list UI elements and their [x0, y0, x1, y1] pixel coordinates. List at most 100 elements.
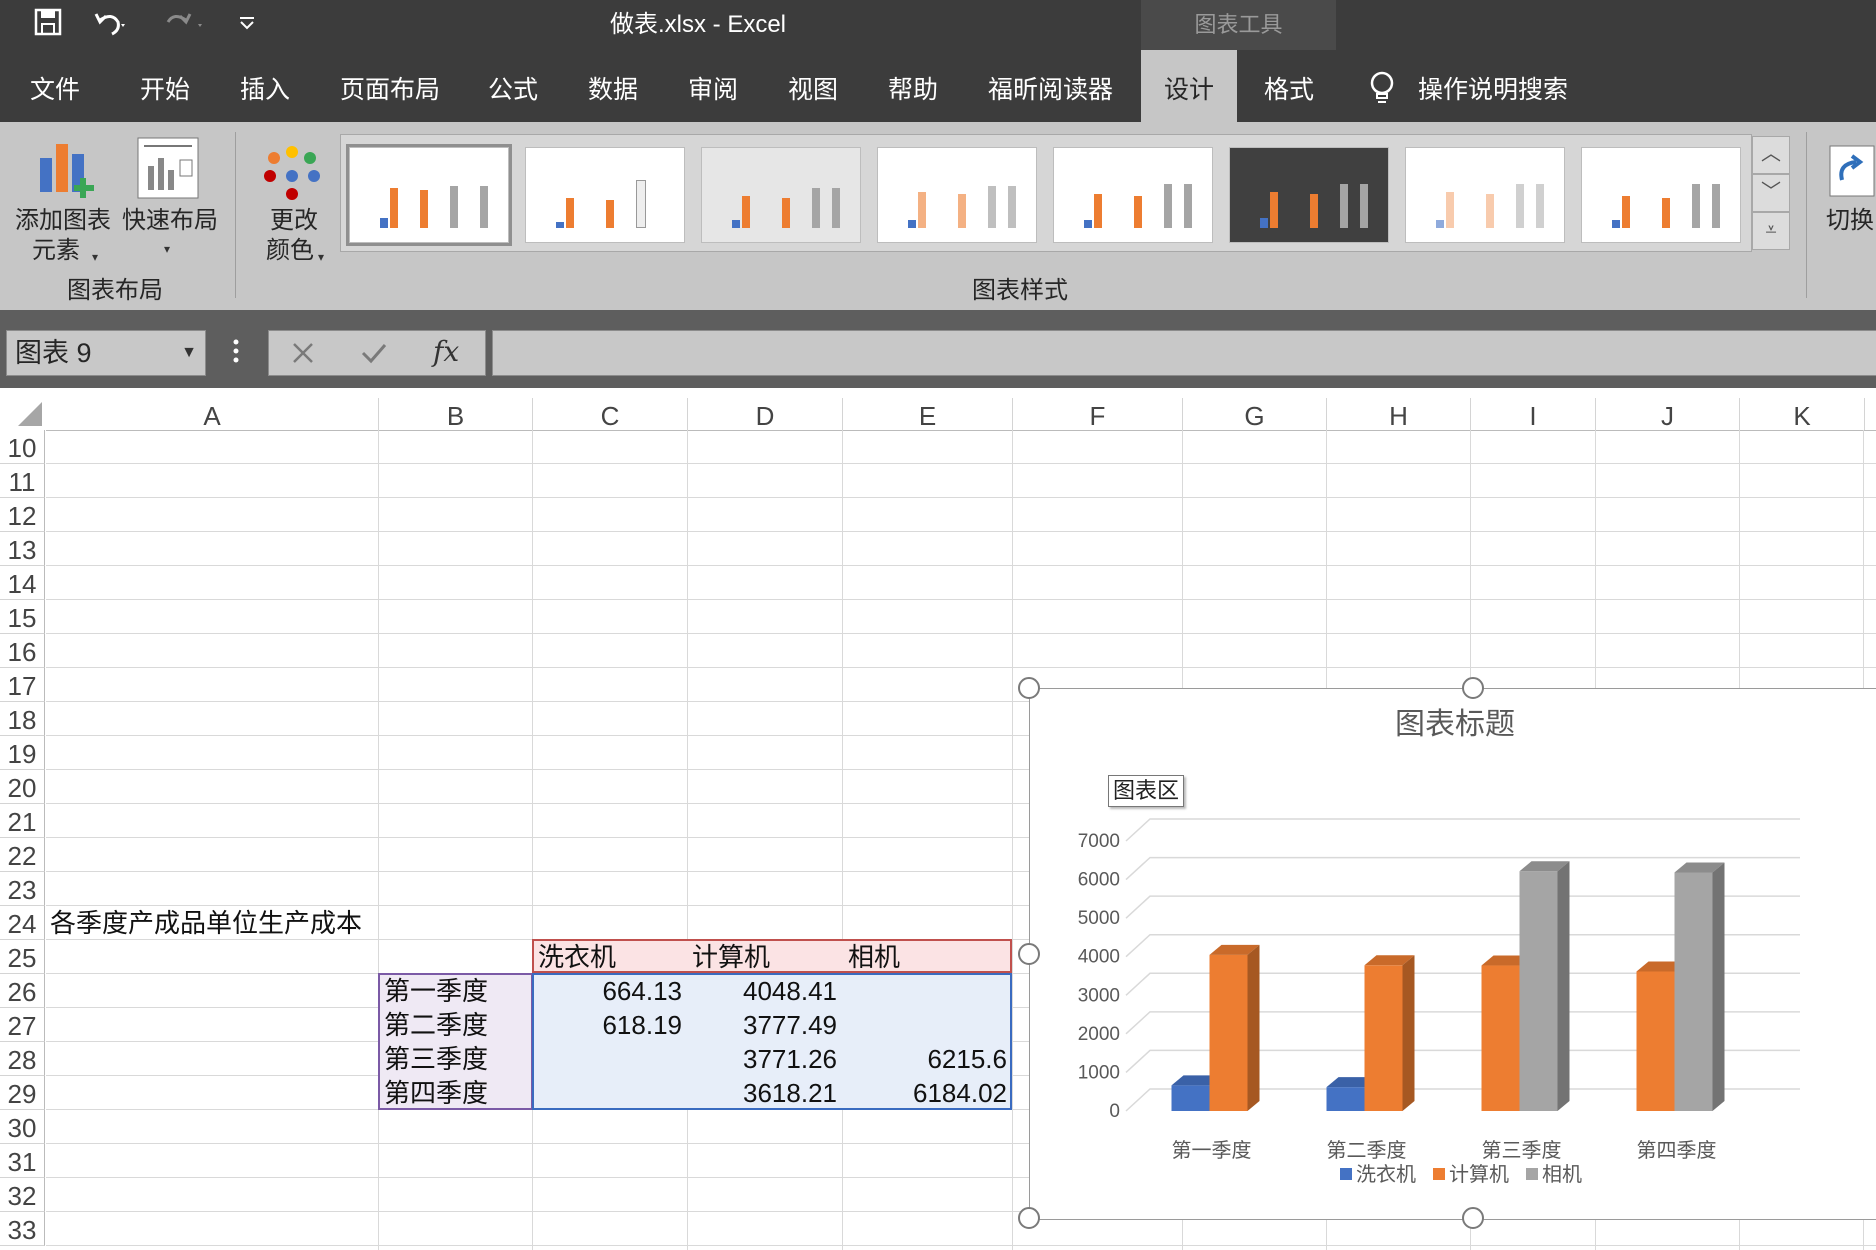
- value-cell[interactable]: 4048.41: [743, 976, 837, 1006]
- customize-quick-access-icon[interactable]: [238, 8, 256, 44]
- resize-handle[interactable]: [1462, 1207, 1484, 1229]
- enter-check-icon[interactable]: [361, 341, 387, 370]
- column-headers: A B C D E F G H I J K: [0, 398, 1876, 431]
- chart-style-1[interactable]: [346, 144, 512, 246]
- column-header-e[interactable]: E: [843, 398, 1013, 431]
- column-header-i[interactable]: I: [1471, 398, 1596, 431]
- tab-insert[interactable]: 插入: [240, 76, 291, 104]
- row-label-cell[interactable]: 第二季度: [384, 1010, 489, 1040]
- chart-style-8[interactable]: [1581, 147, 1741, 243]
- quick-layout-button[interactable]: 快速布局 ▾: [120, 132, 220, 262]
- header-cell-camera[interactable]: 相机: [848, 942, 901, 972]
- tab-data[interactable]: 数据: [588, 76, 639, 104]
- row-header[interactable]: 33: [0, 1212, 45, 1246]
- row-header[interactable]: 21: [0, 804, 45, 838]
- row-header[interactable]: 19: [0, 736, 45, 770]
- resize-handle[interactable]: [1018, 943, 1040, 965]
- select-all-icon[interactable]: [10, 400, 44, 433]
- column-header-c[interactable]: C: [533, 398, 688, 431]
- column-header-j[interactable]: J: [1596, 398, 1740, 431]
- save-icon[interactable]: [34, 8, 62, 44]
- sheet-title-cell[interactable]: 各季度产成品单位生产成本: [50, 908, 363, 938]
- row-header[interactable]: 25: [0, 940, 45, 974]
- value-cell[interactable]: 6215.6: [927, 1044, 1007, 1074]
- chart-style-7[interactable]: [1405, 147, 1565, 243]
- column-header-f[interactable]: F: [1013, 398, 1183, 431]
- tab-help[interactable]: 帮助: [888, 76, 939, 104]
- undo-icon[interactable]: [92, 8, 126, 46]
- row-header[interactable]: 26: [0, 974, 45, 1008]
- tab-formulas[interactable]: 公式: [488, 76, 539, 104]
- tab-page-layout[interactable]: 页面布局: [340, 76, 441, 104]
- row-header[interactable]: 15: [0, 600, 45, 634]
- row-header[interactable]: 24: [0, 906, 45, 940]
- gallery-scroll-down-button[interactable]: ﹀: [1752, 174, 1790, 212]
- chart-style-2[interactable]: [525, 147, 685, 243]
- column-header-a[interactable]: A: [46, 398, 379, 431]
- column-header-h[interactable]: H: [1327, 398, 1471, 431]
- tab-review[interactable]: 审阅: [688, 76, 739, 104]
- value-cell[interactable]: 664.13: [602, 976, 682, 1006]
- row-header[interactable]: 12: [0, 498, 45, 532]
- row-header[interactable]: 30: [0, 1110, 45, 1144]
- header-cell-washer[interactable]: 洗衣机: [538, 942, 617, 972]
- name-box-dropdown-icon[interactable]: ▼: [181, 344, 197, 361]
- column-header-g[interactable]: G: [1183, 398, 1327, 431]
- value-cell[interactable]: 6184.02: [913, 1078, 1007, 1108]
- resize-handle[interactable]: [1018, 1207, 1040, 1229]
- row-header[interactable]: 31: [0, 1144, 45, 1178]
- chart-style-5[interactable]: [1053, 147, 1213, 243]
- group-label-chart-layouts: 图表布局: [67, 277, 163, 304]
- row-header[interactable]: 16: [0, 634, 45, 668]
- header-cell-computer[interactable]: 计算机: [692, 942, 771, 972]
- gallery-more-button[interactable]: ⩡: [1752, 212, 1790, 250]
- tab-file[interactable]: 文件: [30, 76, 81, 104]
- row-header[interactable]: 23: [0, 872, 45, 906]
- add-chart-element-button[interactable]: 添加图表 元素 ▾: [8, 132, 118, 264]
- row-label-cell[interactable]: 第四季度: [384, 1078, 489, 1108]
- switch-row-column-button[interactable]: 切换: [1818, 132, 1876, 262]
- tab-design[interactable]: 设计: [1141, 50, 1237, 122]
- cancel-icon[interactable]: [291, 341, 315, 370]
- formula-input[interactable]: [492, 330, 1876, 376]
- row-header[interactable]: 20: [0, 770, 45, 804]
- tab-view[interactable]: 视图: [788, 76, 839, 104]
- tell-me-search[interactable]: 操作说明搜索: [1418, 76, 1569, 104]
- tab-format[interactable]: 格式: [1264, 76, 1315, 104]
- row-header[interactable]: 18: [0, 702, 45, 736]
- tab-foxit-reader[interactable]: 福昕阅读器: [988, 76, 1114, 104]
- more-options-icon[interactable]: [232, 336, 240, 371]
- gallery-scroll-up-button[interactable]: ︿: [1752, 136, 1790, 174]
- row-label-cell[interactable]: 第一季度: [384, 976, 489, 1006]
- column-header-k[interactable]: K: [1740, 398, 1865, 431]
- value-cell[interactable]: 3777.49: [743, 1010, 837, 1040]
- change-colors-button[interactable]: 更改 颜色 ▾: [252, 132, 336, 264]
- row-label-cell[interactable]: 第三季度: [384, 1044, 489, 1074]
- resize-handle[interactable]: [1462, 677, 1484, 699]
- row-header[interactable]: 14: [0, 566, 45, 600]
- row-header[interactable]: 13: [0, 532, 45, 566]
- chart-style-4[interactable]: [877, 147, 1037, 243]
- resize-handle[interactable]: [1018, 677, 1040, 699]
- column-header-b[interactable]: B: [379, 398, 533, 431]
- row-header[interactable]: 27: [0, 1008, 45, 1042]
- row-header[interactable]: 28: [0, 1042, 45, 1076]
- row-header[interactable]: 17: [0, 668, 45, 702]
- row-header[interactable]: 29: [0, 1076, 45, 1110]
- row-header[interactable]: 11: [0, 464, 45, 498]
- name-box[interactable]: 图表 9 ▼: [6, 330, 206, 376]
- value-cell[interactable]: 3771.26: [743, 1044, 837, 1074]
- chart-style-3[interactable]: [701, 147, 861, 243]
- chart-style-6[interactable]: [1229, 147, 1389, 243]
- row-header[interactable]: 10: [0, 430, 45, 464]
- column-header-d[interactable]: D: [688, 398, 843, 431]
- insert-function-icon[interactable]: fx: [433, 335, 460, 368]
- chart-object[interactable]: 图表标题 0 1000 2000 3000 4000 5000 6000 7000 第一季度 第二季…: [1029, 688, 1876, 1220]
- redo-icon[interactable]: [162, 8, 206, 46]
- value-cell[interactable]: 3618.21: [743, 1078, 837, 1108]
- bar-top: [1209, 944, 1260, 955]
- tab-home[interactable]: 开始: [140, 76, 191, 104]
- row-header[interactable]: 32: [0, 1178, 45, 1212]
- value-cell[interactable]: 618.19: [602, 1010, 682, 1040]
- row-header[interactable]: 22: [0, 838, 45, 872]
